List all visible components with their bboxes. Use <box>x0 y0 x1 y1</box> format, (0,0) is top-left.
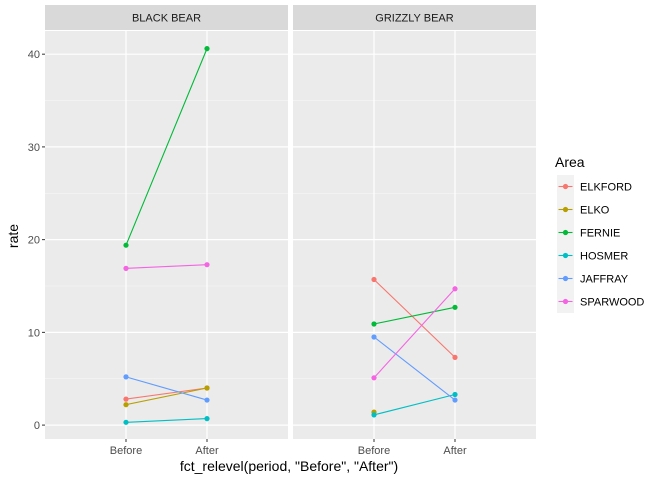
data-point-fernie <box>204 46 210 52</box>
series-line-hosmer <box>125 418 208 423</box>
legend-entry-hosmer: HOSMER <box>557 244 628 267</box>
series-line-elko <box>125 387 208 406</box>
legend-label: ELKFORD <box>580 182 632 194</box>
legend-key-point <box>562 298 569 305</box>
series-line-fernie <box>125 48 208 246</box>
data-point-sparwood <box>452 286 458 292</box>
legend-entry-elkford: ELKFORD <box>557 175 632 198</box>
data-point-fernie <box>371 321 377 327</box>
x-tick-label: After <box>443 445 467 457</box>
data-point-hosmer <box>204 416 210 422</box>
legend-key-point <box>562 206 569 213</box>
panel-1: GRIZZLY BEAR Before After <box>293 5 536 457</box>
data-point-jaffray <box>204 397 210 403</box>
legend-label: FERNIE <box>580 228 620 240</box>
legend-entry-elko: ELKO <box>557 198 610 221</box>
y-tick-label: 10 <box>28 327 40 339</box>
y-tick-label: 30 <box>28 142 40 154</box>
series-line-hosmer <box>373 393 456 416</box>
series-line-jaffray <box>125 376 208 401</box>
data-point-elko <box>204 385 210 391</box>
legend-entry-fernie: FERNIE <box>557 221 620 244</box>
series-line-sparwood <box>373 288 456 379</box>
series-line-sparwood <box>125 264 208 269</box>
data-point-fernie <box>452 304 458 310</box>
panel-strip <box>293 5 536 30</box>
data-point-elkford <box>371 276 377 283</box>
data-point-sparwood <box>204 262 210 268</box>
series-line-elkford <box>125 387 208 400</box>
data-point-sparwood <box>123 265 129 271</box>
legend-key-point <box>562 183 569 190</box>
x-tick-label: Before <box>110 445 142 457</box>
x-tick-label: Before <box>358 445 390 457</box>
legend-key-point <box>562 275 569 282</box>
panel-strip-title: GRIZZLY BEAR <box>375 13 454 25</box>
legend-label: ELKO <box>580 205 610 217</box>
legend: Area ELKFORD ELKO FERNIE HOSMER JAFFRAY SPARW… <box>555 154 644 313</box>
y-tick-label: 40 <box>28 49 40 61</box>
legend-label: HOSMER <box>580 251 628 263</box>
data-point-elkford <box>123 396 129 402</box>
legend-title: Area <box>555 154 585 170</box>
legend-key-point <box>562 229 569 236</box>
y-tick-label: 0 <box>34 420 40 432</box>
data-point-hosmer <box>371 412 377 418</box>
legend-label: SPARWOOD <box>580 297 644 309</box>
panel-strip-title: BLACK BEAR <box>132 13 201 25</box>
data-point-sparwood <box>371 375 377 381</box>
data-point-jaffray <box>452 397 458 403</box>
x-axis-title: fct_relevel(period, "Before", "After") <box>180 458 398 474</box>
legend-entry-sparwood: SPARWOOD <box>557 290 644 313</box>
legend-entry-jaffray: JAFFRAY <box>557 267 629 290</box>
data-point-fernie <box>123 242 129 248</box>
legend-key-point <box>562 252 569 259</box>
panel-background <box>45 31 288 439</box>
panel-background <box>293 31 536 439</box>
data-point-hosmer <box>452 391 458 398</box>
y-tick-label: 20 <box>28 235 40 247</box>
panel-0: BLACK BEAR 0 10 20 30 40 Before After <box>28 5 288 457</box>
series-line-elkford <box>373 279 456 358</box>
panel-strip <box>45 5 288 30</box>
legend-label: JAFFRAY <box>580 274 629 286</box>
data-point-jaffray <box>123 374 129 380</box>
series-line-fernie <box>373 306 456 325</box>
series-line-jaffray <box>373 336 456 401</box>
x-tick-label: After <box>195 445 219 457</box>
data-point-elko <box>123 402 129 408</box>
y-axis-title: rate <box>5 224 21 248</box>
data-point-hosmer <box>123 419 129 425</box>
data-point-jaffray <box>371 334 377 340</box>
data-point-elkford <box>452 354 458 360</box>
